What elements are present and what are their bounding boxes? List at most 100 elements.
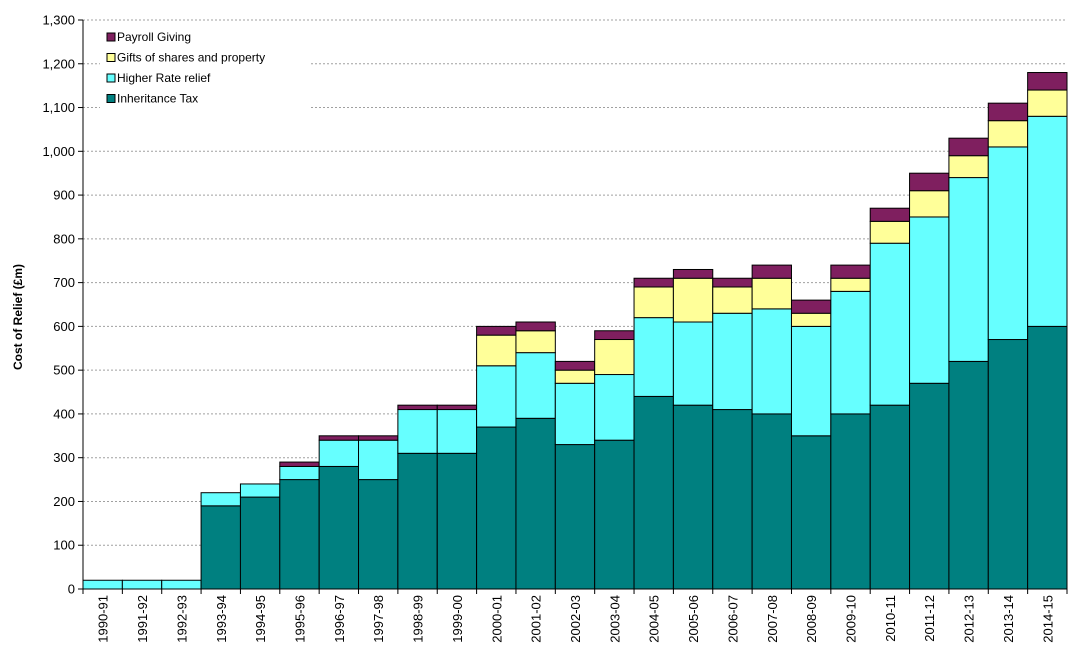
bar-segment-higher-rate-relief: [397, 409, 438, 454]
legend-label: Inheritance Tax: [117, 92, 198, 106]
bar-segment-gifts-of-shares-and-property: [594, 339, 635, 376]
bar-segment-gifts-of-shares-and-property: [1027, 89, 1068, 117]
y-tick-labels: 0 100 200 300 400 500 600 700 800 900 1,000 1,100 1,…: [42, 13, 83, 597]
bar-segment-gifts-of-shares-and-property: [869, 220, 911, 244]
bar-segment-higher-rate-relief: [279, 465, 320, 481]
bar-segment-gifts-of-shares-and-property: [790, 312, 832, 327]
bar-segment-gifts-of-shares-and-property: [515, 330, 556, 354]
bar-segment-inheritance-tax: [476, 426, 517, 590]
bar-segment-inheritance-tax: [1027, 325, 1068, 590]
bar-segment-higher-rate-relief: [358, 439, 399, 481]
bar-segment-payroll-giving: [790, 299, 832, 314]
bar-segment-payroll-giving: [909, 172, 950, 192]
bar-segment-inheritance-tax: [830, 413, 871, 590]
bar-segment-gifts-of-shares-and-property: [476, 334, 517, 367]
x-tick-label: 2003-04: [607, 595, 622, 643]
legend-label: Gifts of shares and property: [117, 51, 265, 65]
bar-segment-higher-rate-relief: [712, 312, 753, 411]
bar-segment-higher-rate-relief: [239, 483, 281, 498]
legend-swatch: [106, 73, 116, 83]
x-tick-label: 2009-10: [844, 595, 859, 643]
x-tick-label: 2007-08: [765, 595, 780, 643]
bar-segment-higher-rate-relief: [751, 308, 792, 415]
bar-segment-inheritance-tax: [239, 496, 281, 590]
y-tick-label: 1,200: [42, 56, 75, 71]
bar-segment-inheritance-tax: [869, 404, 911, 590]
bar-segment-payroll-giving: [318, 435, 360, 441]
bar-segment-higher-rate-relief: [121, 579, 163, 590]
y-tick-label: 600: [53, 319, 75, 334]
x-tick-label: 2012-13: [962, 595, 977, 643]
bar-segment-payroll-giving: [712, 277, 753, 288]
bar-segment-higher-rate-relief: [909, 216, 950, 384]
bar-segment-payroll-giving: [279, 461, 320, 467]
bar-segment-inheritance-tax: [948, 360, 989, 590]
bar-segment-payroll-giving: [633, 277, 674, 288]
bar-segment-higher-rate-relief: [82, 579, 123, 590]
bar-segment-payroll-giving: [948, 137, 989, 157]
bar-segment-payroll-giving: [830, 264, 871, 279]
bar-segment-higher-rate-relief: [790, 325, 832, 437]
x-tick-label: 2008-09: [804, 595, 819, 643]
x-tick-label: 1992-93: [174, 595, 189, 643]
bar-segment-higher-rate-relief: [830, 290, 871, 415]
x-tick-label: 2014-15: [1040, 595, 1055, 643]
bar-segment-higher-rate-relief: [1027, 115, 1068, 327]
bar-segment-inheritance-tax: [712, 409, 753, 590]
y-tick-label: 1,000: [42, 144, 75, 159]
bar-segment-payroll-giving: [672, 268, 714, 279]
bar-segment-gifts-of-shares-and-property: [672, 277, 714, 323]
x-tick-label: 2013-14: [1001, 595, 1016, 643]
bar-segment-payroll-giving: [515, 321, 556, 332]
legend-swatch: [106, 94, 116, 103]
bar-segment-gifts-of-shares-and-property: [987, 120, 1029, 148]
bar-segment-payroll-giving: [594, 330, 635, 341]
x-tick-label: 2005-06: [686, 595, 701, 643]
bar-segment-inheritance-tax: [909, 382, 950, 590]
y-tick-label: 100: [53, 538, 75, 553]
bar-segment-inheritance-tax: [751, 413, 792, 590]
bar-segment-inheritance-tax: [515, 417, 556, 590]
bar-segment-inheritance-tax: [672, 404, 714, 590]
y-tick-label: 500: [53, 363, 75, 378]
bar-segment-higher-rate-relief: [633, 317, 674, 397]
bar-segment-inheritance-tax: [594, 439, 635, 590]
y-tick-label: 1,100: [42, 100, 75, 115]
bar-segment-gifts-of-shares-and-property: [909, 190, 950, 218]
bar-segment-higher-rate-relief: [869, 242, 911, 406]
bar-segment-payroll-giving: [987, 102, 1029, 122]
bar-segment-gifts-of-shares-and-property: [751, 277, 792, 310]
y-tick-label: 0: [68, 582, 75, 597]
y-tick-label: 800: [53, 231, 75, 246]
bar-segment-inheritance-tax: [987, 339, 1029, 590]
bar-segment-gifts-of-shares-and-property: [830, 277, 871, 292]
bar-segment-higher-rate-relief: [987, 146, 1029, 341]
x-tick-label: 1990-91: [96, 595, 111, 643]
bar-segment-inheritance-tax: [318, 465, 360, 590]
x-tick-label: 1994-95: [253, 595, 268, 643]
x-tick-label: 2006-07: [725, 595, 740, 643]
legend: Payroll Giving Gifts of shares and proper…: [100, 27, 310, 111]
x-tick-label: 2010-11: [883, 595, 898, 642]
bar-segment-higher-rate-relief: [515, 352, 556, 419]
bar-segment-gifts-of-shares-and-property: [712, 286, 753, 314]
x-tick-label: 1998-99: [411, 595, 426, 643]
y-tick-label: 400: [53, 406, 75, 421]
bar-segment-inheritance-tax: [790, 435, 832, 590]
x-tick-label: 1991-92: [135, 595, 150, 643]
y-tick-label: 300: [53, 450, 75, 465]
y-tick-label: 900: [53, 188, 75, 203]
x-tick-label: 2001-02: [529, 595, 544, 643]
bar-segment-payroll-giving: [397, 404, 438, 411]
legend-label: Higher Rate relief: [117, 71, 211, 85]
legend-background: [100, 27, 310, 111]
bar-segment-higher-rate-relief: [948, 177, 989, 362]
bar-segment-higher-rate-relief: [200, 492, 241, 507]
bar-segment-inheritance-tax: [436, 452, 478, 590]
y-axis-label: Cost of Relief (£m): [11, 264, 25, 370]
bar-segment-higher-rate-relief: [318, 439, 360, 467]
bar-segment-higher-rate-relief: [672, 321, 714, 406]
bar-segment-payroll-giving: [869, 207, 911, 222]
bar-segment-payroll-giving: [436, 404, 478, 411]
